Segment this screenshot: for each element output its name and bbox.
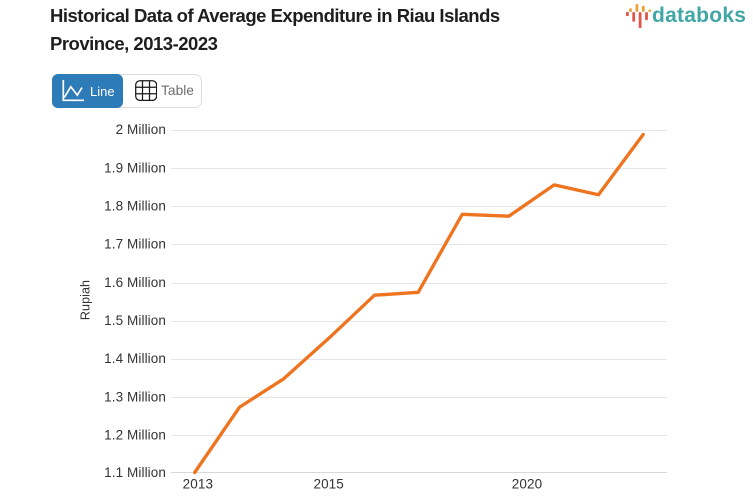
svg-text:1.1 Million: 1.1 Million bbox=[104, 465, 166, 480]
svg-text:Rupiah: Rupiah bbox=[79, 280, 93, 320]
svg-text:1.6 Million: 1.6 Million bbox=[104, 275, 166, 290]
svg-text:1.8 Million: 1.8 Million bbox=[104, 199, 166, 214]
svg-text:1.2 Million: 1.2 Million bbox=[104, 428, 166, 443]
svg-text:1.3 Million: 1.3 Million bbox=[104, 389, 166, 404]
svg-text:2 Million: 2 Million bbox=[116, 122, 166, 137]
svg-text:2020: 2020 bbox=[512, 476, 542, 491]
svg-text:2013: 2013 bbox=[183, 476, 213, 491]
svg-text:1.5 Million: 1.5 Million bbox=[104, 313, 166, 328]
svg-text:2015: 2015 bbox=[313, 476, 343, 491]
svg-text:1.7 Million: 1.7 Million bbox=[104, 237, 166, 252]
svg-text:1.9 Million: 1.9 Million bbox=[104, 160, 166, 175]
svg-text:1.4 Million: 1.4 Million bbox=[104, 351, 166, 366]
